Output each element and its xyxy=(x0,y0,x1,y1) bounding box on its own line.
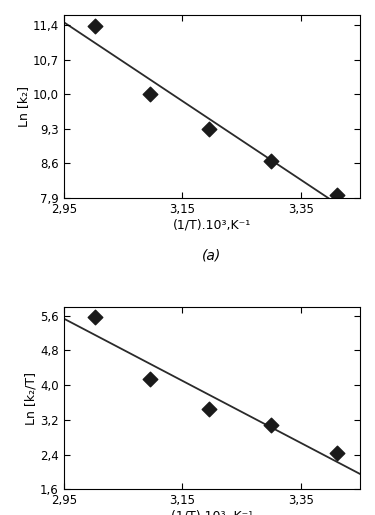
Point xyxy=(206,125,212,133)
Point xyxy=(334,449,340,457)
Point xyxy=(92,313,98,321)
Y-axis label: Ln [k₂/T]: Ln [k₂/T] xyxy=(24,372,38,425)
Point xyxy=(206,405,212,414)
Point xyxy=(334,191,340,199)
Point xyxy=(268,421,274,429)
Point xyxy=(92,22,98,30)
Point xyxy=(147,374,153,383)
Text: (a): (a) xyxy=(202,249,222,263)
Y-axis label: Ln [k₂]: Ln [k₂] xyxy=(17,86,30,127)
X-axis label: (1/T).10³,K⁻¹: (1/T).10³,K⁻¹ xyxy=(173,218,251,231)
X-axis label: (1/T).10³, K⁻¹: (1/T).10³, K⁻¹ xyxy=(171,510,253,515)
Point xyxy=(147,90,153,98)
Point xyxy=(268,157,274,165)
